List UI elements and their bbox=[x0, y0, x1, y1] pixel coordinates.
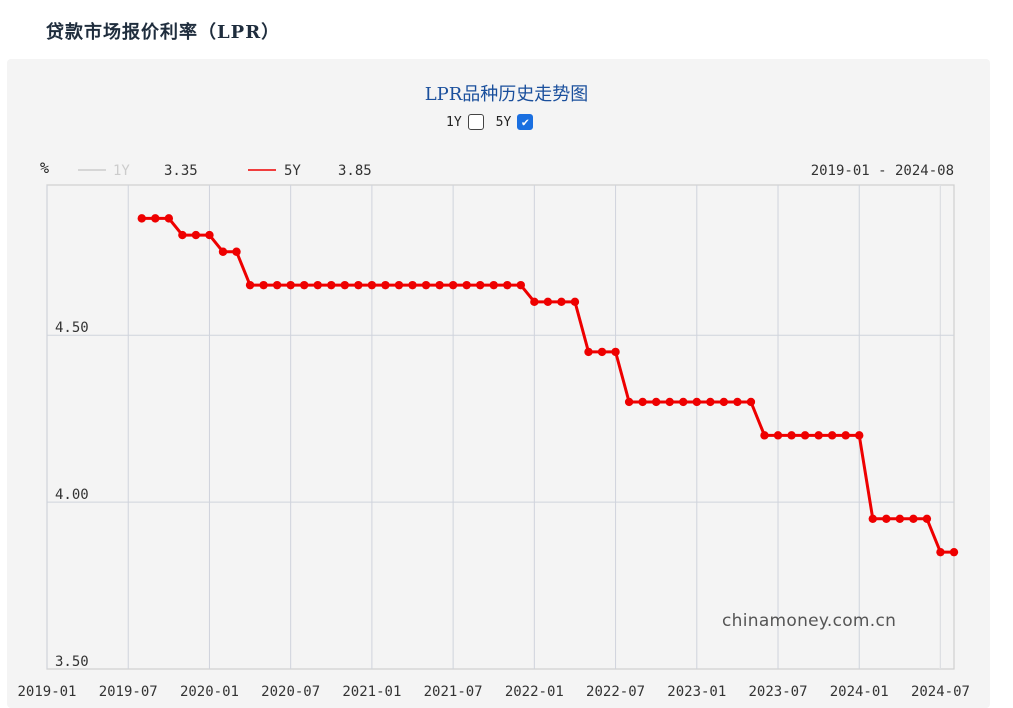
data-point[interactable] bbox=[746, 397, 756, 407]
data-point[interactable] bbox=[218, 247, 228, 256]
data-point[interactable] bbox=[949, 547, 959, 557]
data-point[interactable] bbox=[381, 280, 390, 290]
x-tick-label: 2021-01 bbox=[342, 684, 401, 700]
toggle-1y-label: 1Y bbox=[446, 114, 462, 130]
data-point[interactable] bbox=[191, 230, 201, 240]
data-point[interactable] bbox=[489, 280, 498, 290]
data-point[interactable] bbox=[638, 397, 647, 407]
data-point[interactable] bbox=[530, 297, 539, 307]
plot-frame bbox=[46, 184, 955, 670]
x-tick-label: 2019-01 bbox=[17, 684, 76, 700]
date-range: 2019-01 - 2024-08 bbox=[811, 163, 954, 179]
data-point[interactable] bbox=[692, 397, 701, 407]
data-point[interactable] bbox=[651, 397, 661, 407]
data-point[interactable] bbox=[679, 397, 688, 407]
data-point[interactable] bbox=[232, 247, 241, 256]
data-point[interactable] bbox=[597, 347, 607, 357]
toggle-1y-checkbox[interactable] bbox=[467, 114, 484, 130]
legend-5y-value: 3.85 bbox=[338, 163, 372, 179]
page-title: 贷款市场报价利率（LPR） bbox=[46, 22, 281, 43]
data-point[interactable] bbox=[286, 280, 295, 290]
data-point[interactable] bbox=[936, 547, 945, 557]
data-point[interactable] bbox=[719, 397, 729, 407]
data-point[interactable] bbox=[787, 431, 796, 440]
data-point[interactable] bbox=[827, 431, 837, 440]
data-point[interactable] bbox=[868, 514, 877, 523]
chart-panel bbox=[7, 59, 990, 708]
x-tick-label: 2020-01 bbox=[180, 684, 239, 700]
data-point[interactable] bbox=[300, 280, 309, 290]
watermark: chinamoney.com.cn bbox=[722, 611, 897, 631]
data-point[interactable] bbox=[922, 514, 932, 523]
data-point[interactable] bbox=[272, 280, 282, 290]
data-point[interactable] bbox=[448, 280, 458, 290]
data-point[interactable] bbox=[706, 397, 715, 407]
data-point[interactable] bbox=[475, 280, 485, 290]
y-unit-label: % bbox=[40, 159, 49, 177]
legend-5y-name[interactable]: 5Y bbox=[284, 163, 301, 179]
x-gridlines bbox=[46, 185, 941, 669]
data-point[interactable] bbox=[205, 230, 214, 240]
data-point[interactable] bbox=[909, 514, 918, 523]
data-point[interactable] bbox=[760, 431, 769, 440]
data-point[interactable] bbox=[665, 397, 674, 407]
data-point[interactable] bbox=[435, 280, 444, 290]
x-tick-label: 2019-07 bbox=[99, 684, 158, 700]
x-tick-label: 2022-07 bbox=[586, 684, 645, 700]
data-point[interactable] bbox=[773, 431, 783, 440]
x-axis-labels: 2019-01 2019-07 2020-01 2020-07 2021-01 2021-… bbox=[17, 684, 969, 700]
data-point[interactable] bbox=[354, 280, 363, 290]
data-point[interactable] bbox=[584, 347, 593, 357]
data-point[interactable] bbox=[421, 280, 431, 290]
data-point[interactable] bbox=[543, 297, 553, 307]
chart-title: LPR品种历史走势图 bbox=[424, 84, 589, 105]
y-axis-labels: 3.50 4.00 4.50 bbox=[55, 320, 89, 670]
series-5y bbox=[137, 214, 959, 557]
y-gridlines bbox=[47, 334, 954, 503]
data-point[interactable] bbox=[178, 230, 187, 240]
data-point[interactable] bbox=[516, 280, 526, 290]
data-point[interactable] bbox=[408, 280, 417, 290]
data-point[interactable] bbox=[611, 347, 620, 357]
data-point[interactable] bbox=[882, 514, 891, 523]
data-point[interactable] bbox=[313, 280, 322, 290]
data-point[interactable] bbox=[327, 280, 336, 290]
data-point[interactable] bbox=[557, 297, 566, 307]
data-point[interactable] bbox=[624, 397, 634, 407]
data-point[interactable] bbox=[137, 214, 146, 223]
x-tick-label: 2023-01 bbox=[667, 684, 726, 700]
data-point[interactable] bbox=[855, 431, 864, 440]
data-point[interactable] bbox=[245, 280, 255, 290]
data-point[interactable] bbox=[800, 431, 810, 440]
data-point[interactable] bbox=[367, 280, 377, 290]
data-point[interactable] bbox=[394, 280, 404, 290]
data-point[interactable] bbox=[462, 280, 471, 290]
data-point[interactable] bbox=[733, 397, 742, 407]
data-point[interactable] bbox=[841, 431, 850, 440]
x-tick-label: 2021-07 bbox=[424, 684, 483, 700]
x-tick-label: 2024-01 bbox=[830, 684, 889, 700]
legend-1y-value: 3.35 bbox=[164, 163, 198, 179]
data-point[interactable] bbox=[570, 297, 580, 307]
y-tick-label: 4.00 bbox=[55, 487, 89, 503]
x-tick-label: 2022-01 bbox=[505, 684, 564, 700]
x-tick-label: 2020-07 bbox=[261, 684, 320, 700]
y-tick-label: 3.50 bbox=[55, 654, 89, 670]
data-point[interactable] bbox=[164, 214, 174, 223]
toggle-5y-checkbox[interactable]: ✔ bbox=[517, 114, 534, 130]
data-point[interactable] bbox=[151, 214, 160, 223]
toggle-5y-label: 5Y bbox=[495, 114, 512, 130]
legend-1y-name[interactable]: 1Y bbox=[113, 163, 130, 179]
data-point[interactable] bbox=[814, 431, 823, 440]
x-tick-label: 2023-07 bbox=[749, 684, 808, 700]
data-point[interactable] bbox=[259, 280, 268, 290]
series-toggles: 1Y 5Y ✔ bbox=[446, 112, 539, 132]
data-point[interactable] bbox=[340, 280, 350, 290]
data-point[interactable] bbox=[895, 514, 905, 523]
data-point[interactable] bbox=[503, 280, 512, 290]
y-tick-label: 4.50 bbox=[55, 320, 89, 336]
x-tick-label: 2024-07 bbox=[911, 684, 970, 700]
